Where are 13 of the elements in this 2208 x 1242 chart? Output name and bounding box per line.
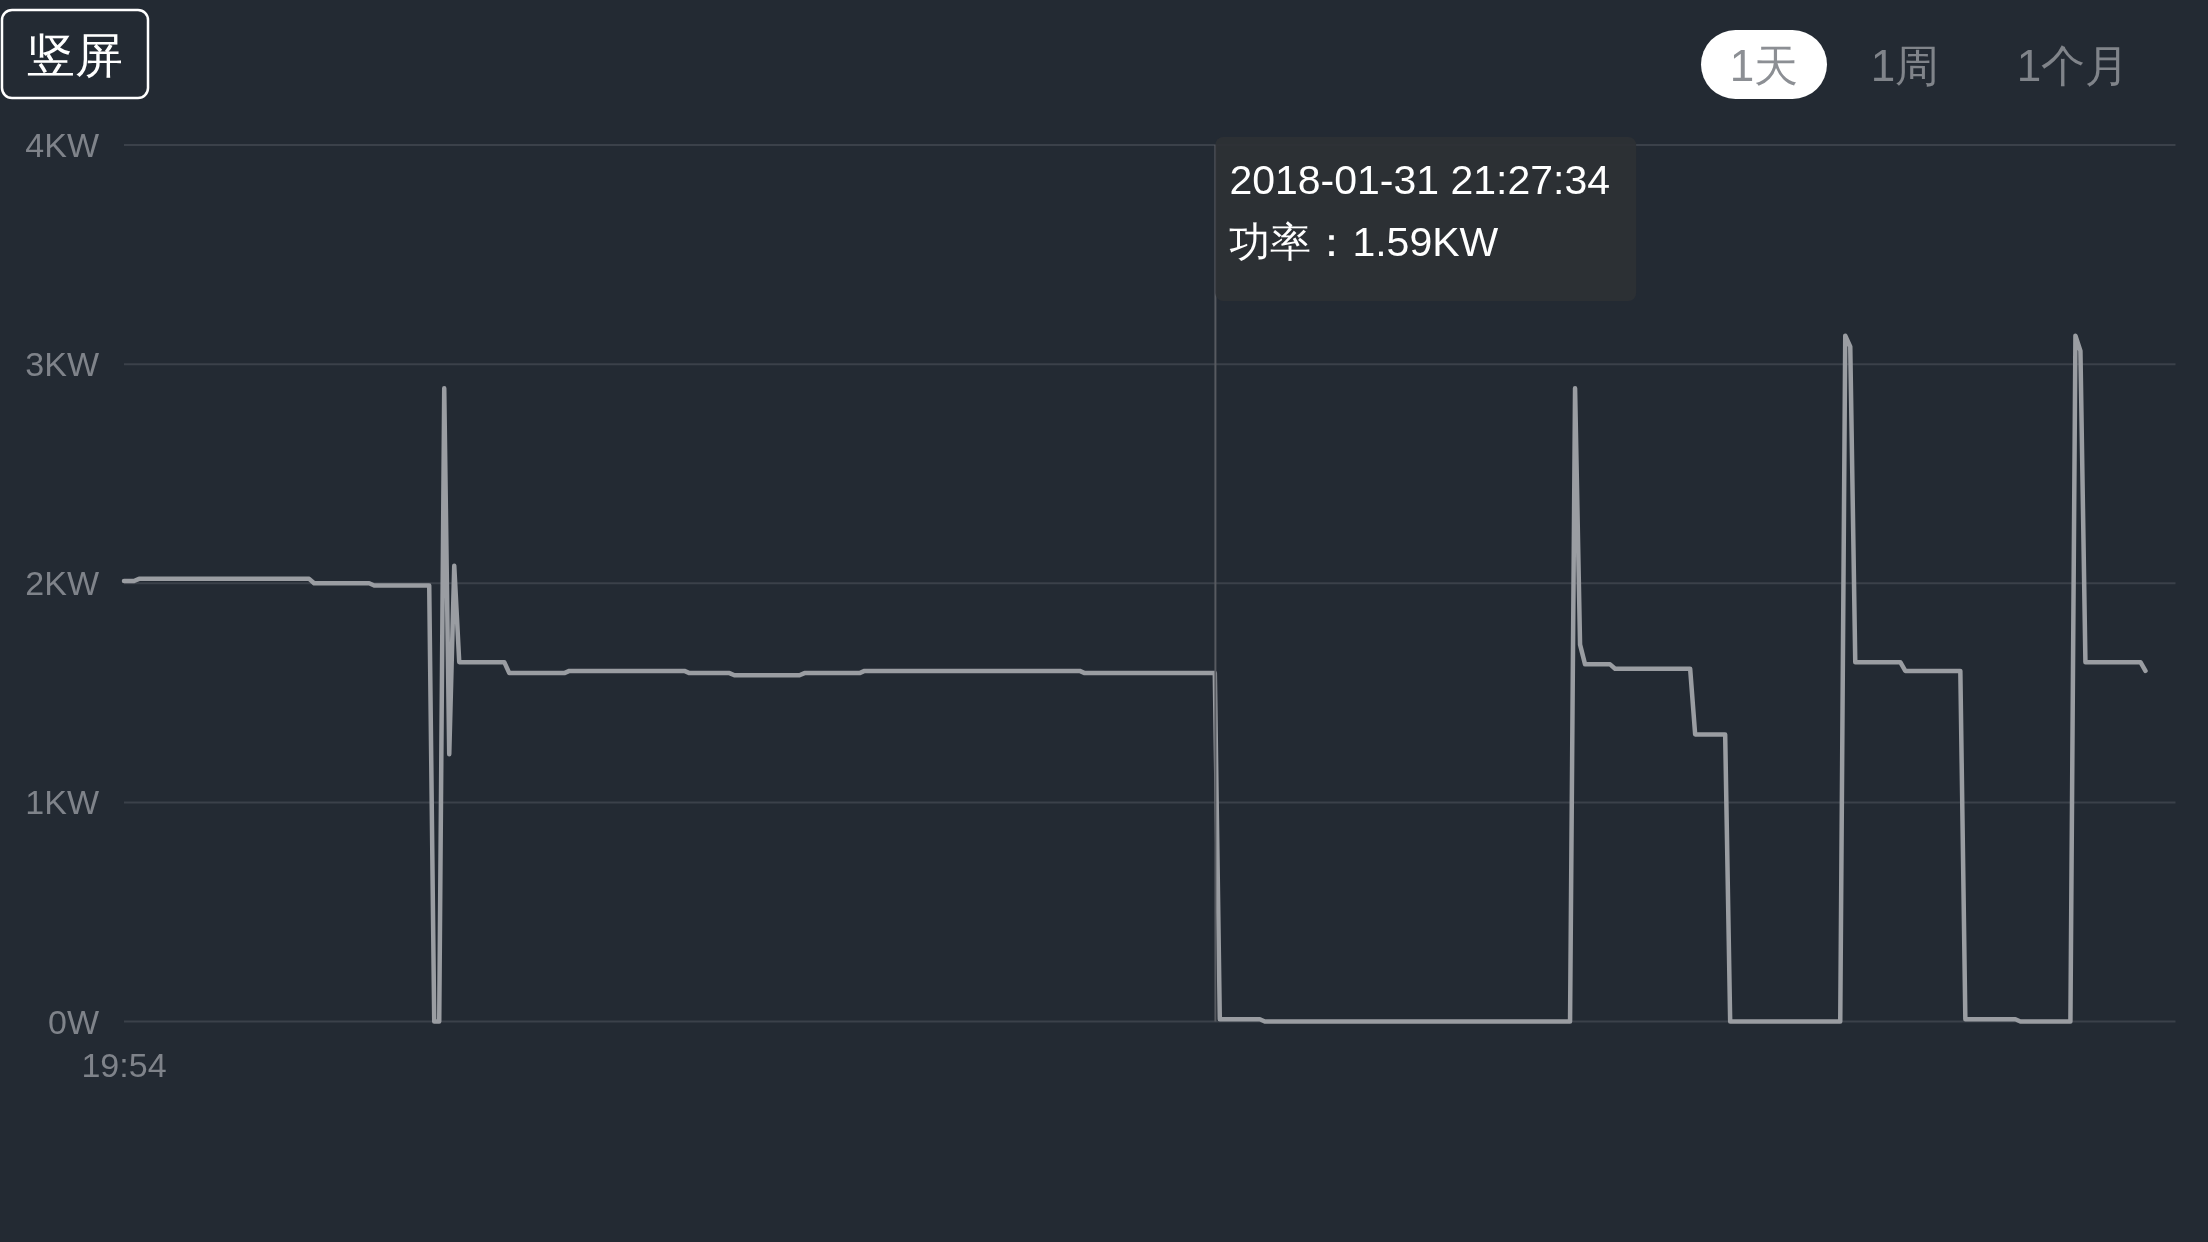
- tab-label: 1天: [1729, 40, 1799, 90]
- x-tick-label: 19:54: [81, 1045, 167, 1084]
- tab-label: 1周: [1870, 40, 1940, 90]
- y-tick-label: 3KW: [25, 345, 99, 384]
- y-tick-label: 2KW: [25, 564, 99, 603]
- y-tick-label: 0W: [48, 1002, 99, 1041]
- annotation: 功率：1.59KW: [1229, 219, 1499, 265]
- y-tick-label: 4KW: [25, 126, 99, 164]
- y-tick-label: 1KW: [25, 783, 99, 822]
- annotation: 2018-01-31 21:27:34: [1229, 157, 1611, 203]
- button-label: 竖屏: [27, 28, 123, 82]
- tab-label: 1个月: [2016, 40, 2130, 90]
- tooltip: 2018-01-31 21:27:34 功率：1.59KW: [1215, 137, 1637, 301]
